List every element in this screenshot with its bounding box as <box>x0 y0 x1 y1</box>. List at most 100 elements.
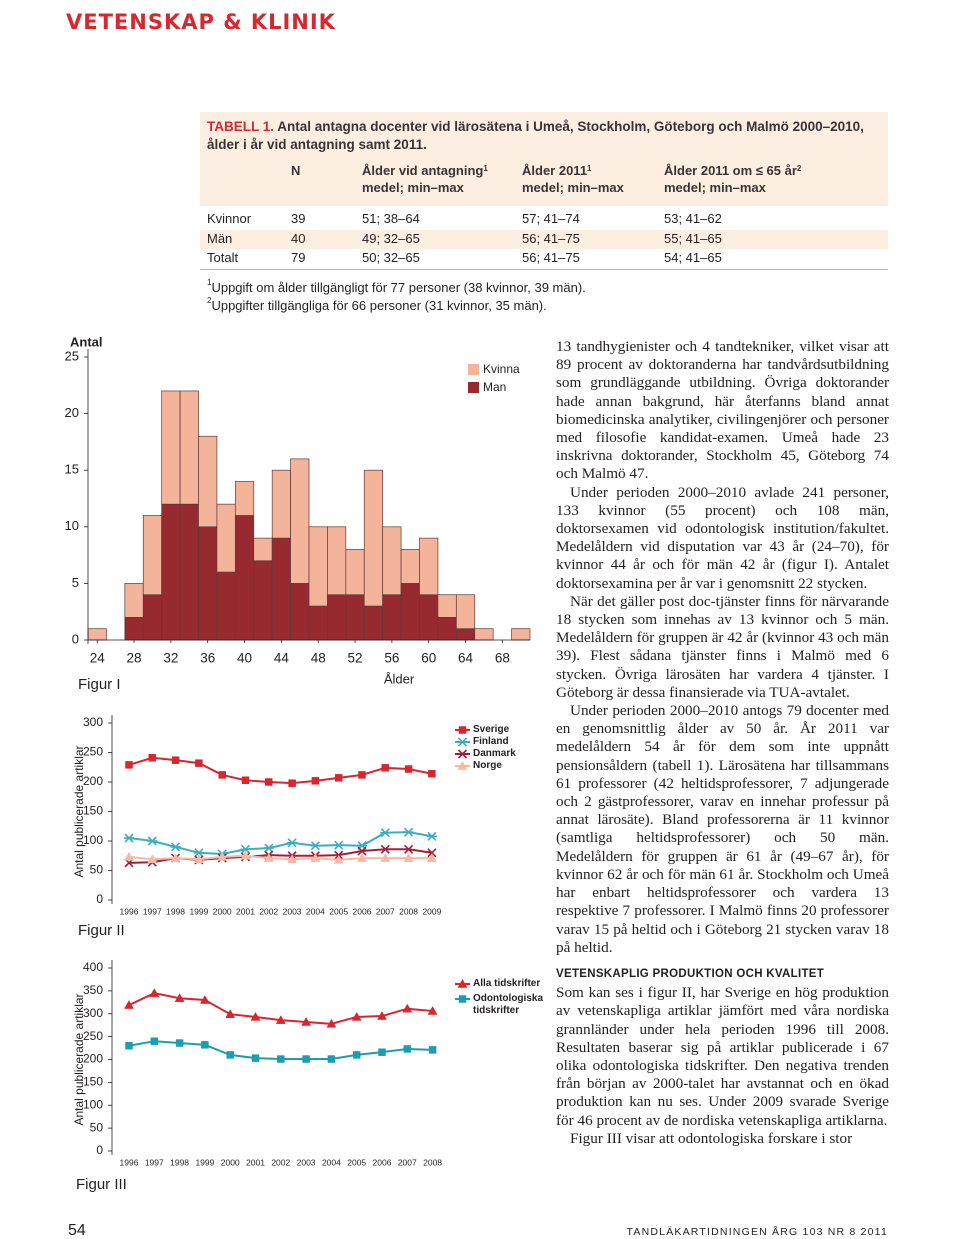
column-subtitle: medel; min–max <box>664 180 766 195</box>
bar-segment <box>271 469 291 539</box>
bar-segment <box>419 537 439 596</box>
bar-segment <box>290 583 310 641</box>
data-point <box>125 761 133 769</box>
data-point <box>277 1055 285 1063</box>
data-point <box>148 754 157 762</box>
data-point <box>218 771 226 779</box>
data-point <box>380 853 391 862</box>
data-point <box>404 765 413 773</box>
x-tick-label: 32 <box>163 651 178 666</box>
data-point <box>352 1051 361 1059</box>
x-tick-label: 2008 <box>399 906 418 916</box>
legend-label: Finland <box>473 736 509 747</box>
paragraph: Under perioden 2000–2010 antogs 79 docen… <box>556 702 889 956</box>
y-tick-label: 300 <box>83 1006 103 1020</box>
y-tick-label: 25 <box>65 348 79 363</box>
bar-segment <box>142 515 163 596</box>
data-point <box>265 778 273 786</box>
data-point <box>199 995 210 1004</box>
data-point <box>263 853 274 862</box>
bar-segment <box>308 526 328 607</box>
y-tick-label: 5 <box>72 575 79 590</box>
table-cell: 56; 41–75 <box>522 250 580 265</box>
bar-segment <box>271 537 291 641</box>
y-tick-label: 0 <box>96 892 103 906</box>
data-point <box>147 854 158 864</box>
table-caption: TABELL 1. Antal antagna docenter vid lär… <box>207 118 867 154</box>
table-label: TABELL 1. <box>207 119 275 134</box>
bar-segment <box>124 617 144 641</box>
bar-segment <box>382 594 402 641</box>
row-label: Totalt <box>207 250 239 265</box>
x-tick-label: 2007 <box>398 1157 417 1167</box>
data-point <box>310 841 321 851</box>
bar-segment <box>382 526 402 596</box>
y-tick-label: 0 <box>72 631 79 646</box>
y-tick-label: 200 <box>83 774 103 788</box>
paragraph: 13 tandhygienister och 4 tandtekniker, v… <box>556 338 889 483</box>
bar-segment <box>234 481 255 516</box>
data-point <box>193 854 204 864</box>
y-tick-label: 250 <box>83 745 103 759</box>
data-point <box>428 1046 437 1054</box>
bar-segment <box>437 594 457 618</box>
data-point <box>275 1015 286 1024</box>
y-tick-label: 350 <box>83 983 103 997</box>
column-note: 1 <box>587 164 592 173</box>
x-tick-label: 1998 <box>170 1157 189 1167</box>
legend-label: Danmark <box>473 748 516 759</box>
bar-segment <box>198 526 218 641</box>
x-tick-label: 1996 <box>120 1157 139 1167</box>
y-axis-label: Antal publicerade artiklar <box>72 993 86 1125</box>
bar-segment <box>234 515 255 641</box>
x-tick-label: 2002 <box>271 1157 290 1167</box>
x-tick-label: 2005 <box>329 906 348 916</box>
table-rule <box>200 269 888 270</box>
data-point <box>226 1051 234 1059</box>
x-tick-label: 2005 <box>347 1157 366 1167</box>
column-header: N <box>291 162 300 179</box>
data-point <box>404 844 414 854</box>
x-tick-label: 1999 <box>195 1157 214 1167</box>
data-point <box>403 1045 412 1053</box>
x-axis-label: Ålder <box>384 671 415 686</box>
data-point <box>124 1000 134 1009</box>
y-tick-label: 100 <box>83 1097 103 1111</box>
table-cell: 49; 32–65 <box>362 231 420 246</box>
table-caption-text: Antal antagna docenter vid lärosätena i … <box>207 119 864 152</box>
paragraph: Som kan ses i figur II, har Sverige en h… <box>556 984 889 1129</box>
column-subtitle: medel; min–max <box>522 180 624 195</box>
article-column: 13 tandhygienister och 4 tandtekniker, v… <box>556 338 889 1198</box>
series-line <box>128 756 433 785</box>
table-cell: 51; 38–64 <box>362 211 420 226</box>
column-header: Ålder 20111 medel; min–max <box>522 162 624 196</box>
bar-segment <box>345 549 365 596</box>
data-point <box>124 851 134 861</box>
bar-segment <box>455 594 476 630</box>
y-tick-label: 10 <box>65 518 79 533</box>
data-point <box>427 848 437 858</box>
data-point <box>124 833 134 843</box>
y-tick-label: 100 <box>83 833 103 847</box>
row-label: Kvinnor <box>207 211 252 226</box>
x-tick-label: 36 <box>200 651 215 666</box>
x-tick-label: 2003 <box>283 906 302 916</box>
x-tick-label: 1999 <box>189 906 208 916</box>
data-point <box>378 1048 386 1056</box>
data-point <box>334 774 343 782</box>
data-point <box>217 851 228 861</box>
data-point <box>150 1037 159 1045</box>
data-point <box>357 853 367 862</box>
x-tick-label: 2009 <box>422 906 441 916</box>
column-title: Ålder vid antagning <box>362 163 484 178</box>
bar-segment <box>253 560 273 641</box>
legend-marker <box>457 760 468 770</box>
data-point <box>381 764 390 772</box>
data-point <box>427 1005 438 1015</box>
data-point <box>193 848 204 858</box>
bar-segment <box>161 390 181 505</box>
data-point <box>287 838 298 848</box>
bar-segment <box>124 583 144 618</box>
